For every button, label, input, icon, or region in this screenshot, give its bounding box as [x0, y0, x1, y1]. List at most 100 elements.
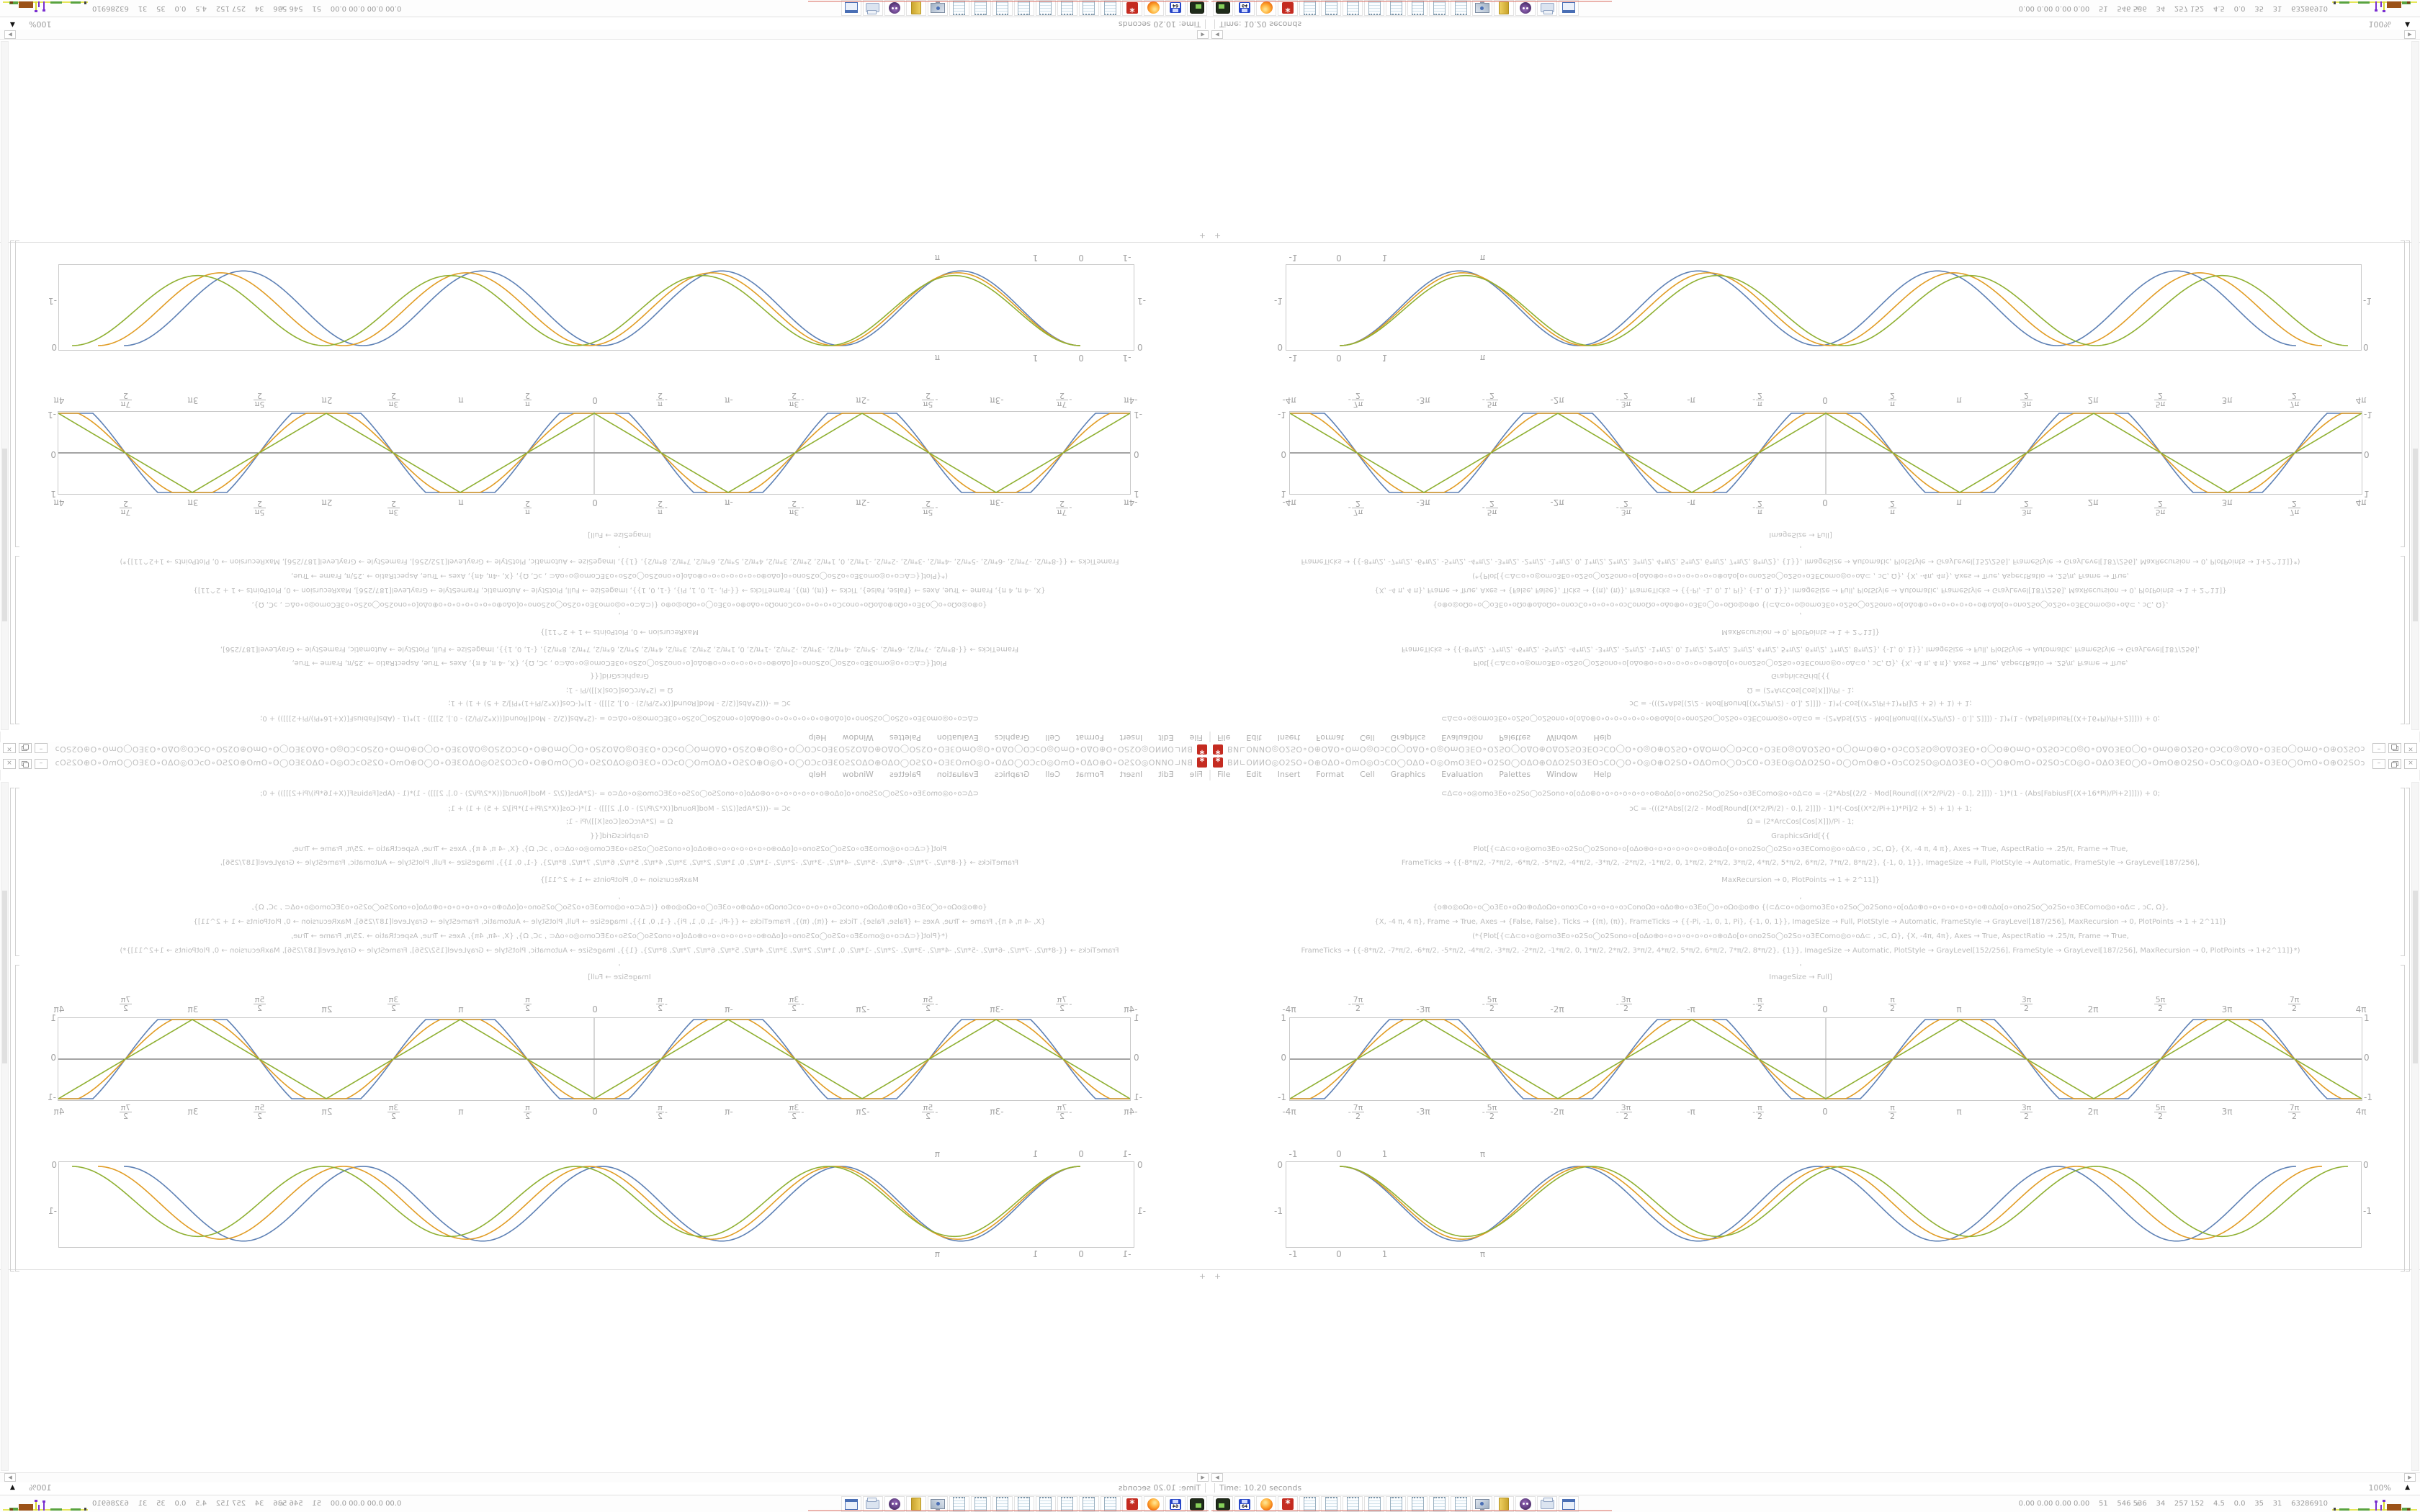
menu-format[interactable]: Format [1316, 733, 1345, 742]
menu-insert[interactable]: Insert [1277, 770, 1301, 779]
taskbar-button-notepad[interactable] [1429, 0, 1449, 16]
horizontal-scrollbar[interactable]: ◀ ▶ [0, 29, 1210, 40]
cell-insertion-divider[interactable] [0, 242, 1210, 243]
close-button[interactable]: × [2404, 759, 2417, 769]
taskbar-button-printer[interactable] [1537, 1496, 1557, 1512]
restore-button[interactable] [19, 743, 32, 753]
taskbar-button-notepad[interactable] [1079, 0, 1099, 16]
cell-insert-plus-icon[interactable]: + [1198, 231, 1206, 240]
cell-insertion-divider[interactable] [1210, 242, 2420, 243]
cell-bracket-group[interactable] [2406, 788, 2410, 1272]
taskbar-button-notepad[interactable] [1451, 0, 1471, 16]
menu-window[interactable]: Window [842, 770, 874, 779]
menu-file[interactable]: File [1217, 733, 1231, 742]
magnification-value[interactable]: 100% [2368, 1483, 2391, 1493]
taskbar-button-notepad[interactable] [992, 0, 1013, 16]
magnification-value[interactable]: 100% [2368, 19, 2391, 29]
taskbar-button-display[interactable] [1472, 0, 1492, 16]
cell-bracket-input[interactable] [2401, 556, 2405, 724]
scroll-right-arrow[interactable]: ▶ [2404, 1473, 2416, 1482]
close-button[interactable]: × [2404, 743, 2417, 753]
menu-file[interactable]: File [1189, 770, 1203, 779]
window-titlebar[interactable]: * BИ∟OИИO◎O2SO∘O⊕OΔO∘OmO◎OɔCO◯OΔO∘O◎OmO3… [0, 742, 1210, 756]
close-button[interactable]: × [3, 759, 16, 769]
scroll-right-arrow[interactable]: ▶ [4, 1473, 16, 1482]
taskbar-button-gimp[interactable] [884, 0, 905, 16]
vertical-scrollbar[interactable] [2411, 41, 2419, 730]
cell-bracket-input[interactable] [2401, 788, 2405, 956]
taskbar-button-notepad[interactable] [1386, 0, 1406, 16]
cell-bracket-input[interactable] [15, 556, 19, 724]
scroll-left-arrow[interactable]: ◀ [1211, 1473, 1223, 1482]
taskbar-button-notepad[interactable] [1364, 0, 1384, 16]
menu-cell[interactable]: Cell [1045, 770, 1060, 779]
menu-file[interactable]: File [1189, 733, 1203, 742]
scroll-left-arrow[interactable]: ◀ [1197, 30, 1209, 39]
taskbar-button-display[interactable] [1472, 1496, 1492, 1512]
horizontal-scrollbar[interactable]: ◀ ▶ [1210, 1472, 2420, 1483]
vertical-scrollbar[interactable] [1, 41, 9, 730]
menu-insert[interactable]: Insert [1119, 733, 1143, 742]
menu-help[interactable]: Help [808, 770, 827, 779]
menu-palettes[interactable]: Palettes [889, 770, 921, 779]
menu-help[interactable]: Help [1593, 770, 1612, 779]
menu-graphics[interactable]: Graphics [1390, 733, 1426, 742]
magnification-caret-icon[interactable]: ▲ [2405, 1484, 2410, 1491]
taskbar-button-printer[interactable] [863, 0, 883, 16]
scroll-right-arrow[interactable]: ▶ [2404, 30, 2416, 39]
taskbar-button-display[interactable] [928, 0, 948, 16]
taskbar-button-notepad[interactable] [1386, 1496, 1406, 1512]
taskbar-button-notepad[interactable] [1036, 0, 1056, 16]
menu-cell[interactable]: Cell [1360, 733, 1375, 742]
cell-bracket-output[interactable] [15, 965, 19, 1272]
horizontal-scrollbar[interactable]: ◀ ▶ [1210, 29, 2420, 40]
menu-graphics[interactable]: Graphics [1390, 770, 1426, 779]
cell-insertion-divider[interactable] [1210, 1269, 2420, 1270]
notebook-content[interactable]: ⊂Δ⊂o∘o◎omo3Eo∘o2So◯o2Sono∘o[oΔo⊕o∘o∘o∘o∘… [1210, 780, 2420, 1472]
magnification-caret-icon[interactable]: ▲ [2405, 21, 2410, 28]
menu-insert[interactable]: Insert [1277, 733, 1301, 742]
menu-edit[interactable]: Edit [1158, 733, 1174, 742]
magnification-caret-icon[interactable]: ▲ [10, 21, 15, 28]
taskbar-button-terminal[interactable] [1213, 1496, 1233, 1512]
notebook-content[interactable]: ⊂Δ⊂o∘o◎omo3Eo∘o2So◯o2Sono∘o[oΔo⊕o∘o∘o∘o∘… [1210, 40, 2420, 732]
menu-graphics[interactable]: Graphics [994, 770, 1030, 779]
restore-button[interactable] [19, 759, 32, 769]
scroll-left-arrow[interactable]: ◀ [1211, 30, 1223, 39]
minimize-button[interactable]: – [2372, 759, 2385, 769]
menu-window[interactable]: Window [1546, 733, 1578, 742]
menu-window[interactable]: Window [842, 733, 874, 742]
menu-evaluation[interactable]: Evaluation [936, 733, 979, 742]
taskbar-button-folder[interactable] [1494, 1496, 1514, 1512]
menu-edit[interactable]: Edit [1246, 733, 1262, 742]
taskbar-button-floppy64[interactable]: 64 [1234, 0, 1255, 16]
notebook-content[interactable]: ⊂Δ⊂o∘o◎omo3Eo∘o2So◯o2Sono∘o[oΔo⊕o∘o∘o∘o∘… [0, 40, 1210, 732]
menu-edit[interactable]: Edit [1158, 770, 1174, 779]
cell-insert-plus-icon[interactable]: + [1214, 231, 1222, 240]
taskbar-button-notepad[interactable] [1407, 1496, 1428, 1512]
taskbar-button-floppy64[interactable]: 64 [1165, 0, 1186, 16]
taskbar-button-firefox[interactable] [1256, 0, 1276, 16]
taskbar-button-notepad[interactable] [1364, 1496, 1384, 1512]
cell-bracket-group[interactable] [10, 240, 14, 724]
cell-bracket-input[interactable] [15, 788, 19, 956]
minimize-button[interactable]: – [35, 743, 48, 753]
magnification-caret-icon[interactable]: ▲ [10, 1484, 15, 1491]
cell-insert-plus-icon[interactable]: + [1198, 1272, 1206, 1281]
menu-palettes[interactable]: Palettes [1499, 733, 1531, 742]
taskbar-button-mathematica[interactable]: * [1122, 0, 1142, 16]
minimize-button[interactable]: – [2372, 743, 2385, 753]
cell-bracket-output[interactable] [15, 240, 19, 547]
taskbar-button-notepad[interactable] [1014, 0, 1034, 16]
window-titlebar[interactable]: * BИ∟OИИO◎O2SO∘O⊕OΔO∘OmO◎OɔCO◯OΔO∘O◎OmO3… [1210, 742, 2420, 756]
vertical-scrollbar-thumb[interactable] [2413, 891, 2418, 1063]
taskbar-button-window[interactable] [1559, 0, 1579, 16]
taskbar-button-folder[interactable] [906, 0, 926, 16]
menu-format[interactable]: Format [1075, 733, 1104, 742]
magnification-value[interactable]: 100% [29, 19, 52, 29]
taskbar-button-firefox[interactable] [1144, 0, 1164, 16]
taskbar-button-gimp[interactable] [1515, 0, 1536, 16]
minimize-button[interactable]: – [35, 759, 48, 769]
menu-graphics[interactable]: Graphics [994, 733, 1030, 742]
menu-cell[interactable]: Cell [1360, 770, 1375, 779]
